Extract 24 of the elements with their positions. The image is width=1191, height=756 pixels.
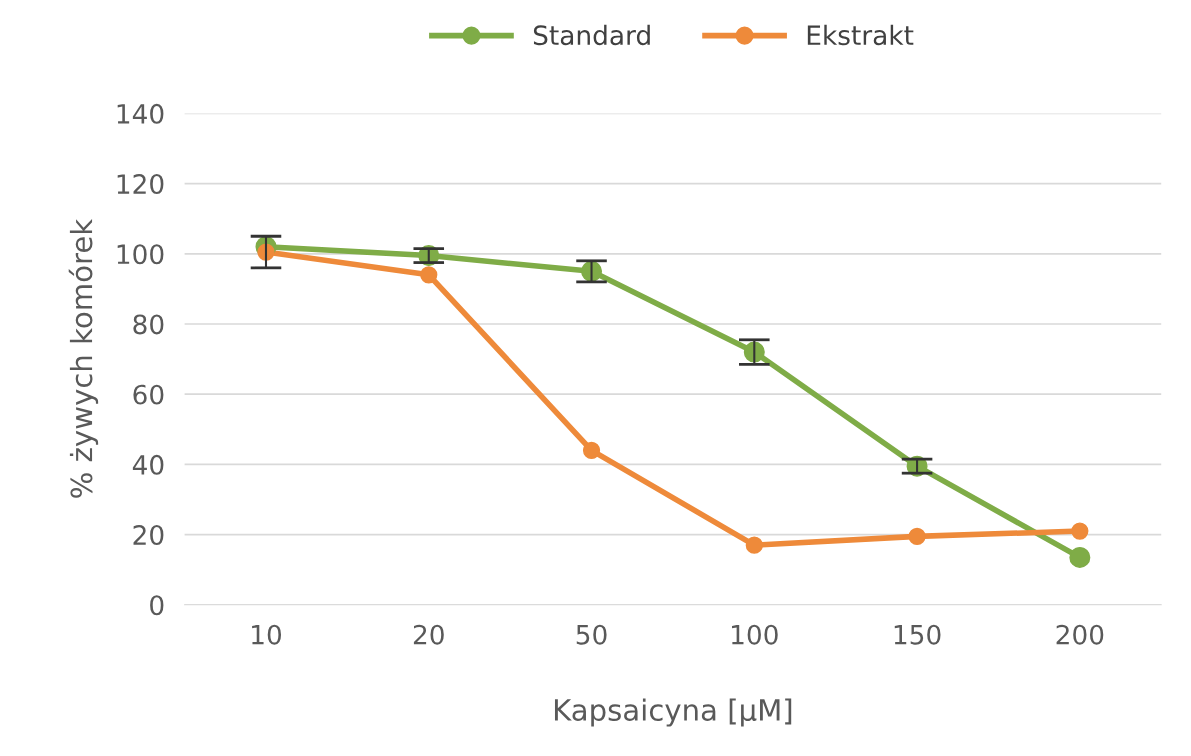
point — [582, 441, 601, 459]
y-tick-label: 120 — [117, 174, 164, 194]
legend-label: Ekstrakt — [807, 24, 914, 46]
x-tick-label: 200 — [1056, 624, 1104, 645]
x-tick-label: 100 — [732, 624, 778, 645]
y-axis-title: % żywych komórek — [68, 218, 99, 498]
y-tick-label: 100 — [117, 244, 164, 265]
y-tick-label: 140 — [117, 103, 164, 124]
y-tick-label: 0 — [150, 595, 164, 616]
point — [745, 536, 763, 554]
y-tick-label: 40 — [132, 454, 164, 475]
x-tick-label: 50 — [576, 624, 607, 645]
y-tick-label: 60 — [133, 384, 164, 405]
y-tick-label: 80 — [133, 314, 164, 335]
legend-label: Standard — [533, 24, 650, 46]
x-tick-label: 10 — [252, 624, 282, 645]
x-axis-title: Kapsaicyna [µM] — [554, 698, 792, 727]
point — [1069, 546, 1091, 568]
point — [1071, 522, 1089, 540]
point — [420, 266, 438, 284]
x-tick-label: 150 — [894, 624, 941, 645]
x-tick-label: 20 — [413, 624, 444, 645]
y-tick-label: 20 — [133, 525, 164, 545]
point — [908, 527, 926, 545]
